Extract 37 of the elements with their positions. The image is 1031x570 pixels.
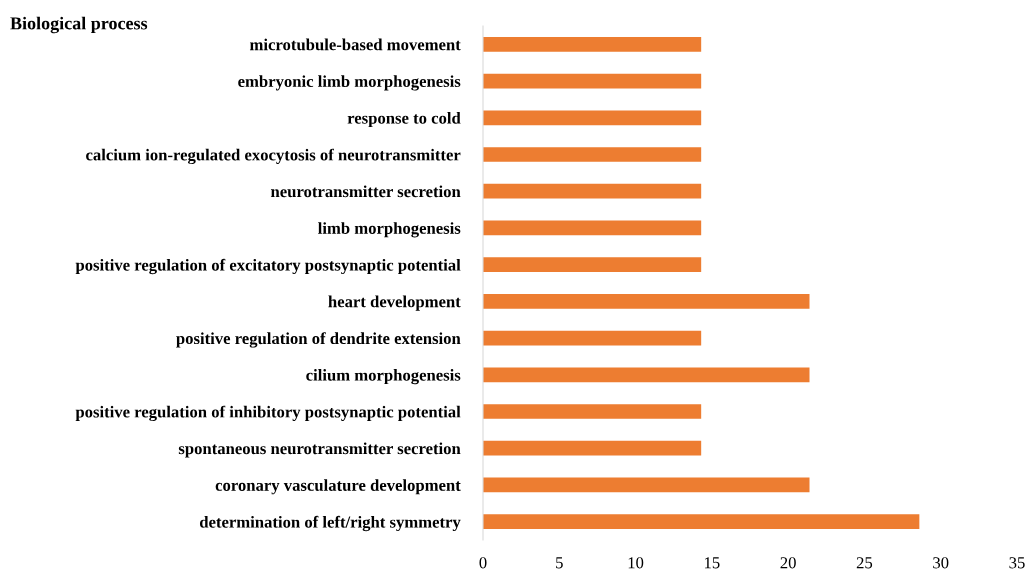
bar	[483, 330, 702, 346]
bar	[483, 514, 920, 529]
y-tick-label: response to cold	[347, 112, 461, 128]
text: Biological process	[10, 16, 148, 34]
y-tick-label: positive regulation of inhibitory postsynaptic potential	[75, 405, 461, 422]
y-tick-label: positive regulation of dendrite extension	[176, 332, 461, 348]
x-tick-label: 5	[556, 557, 563, 569]
bar	[483, 220, 702, 236]
y-tick-label: determination of left/right symmetry	[199, 515, 461, 532]
y-tick-label: microtubule-based movement	[249, 38, 461, 51]
x-tick-label: 15	[704, 557, 720, 569]
y-tick-label: positive regulation of excitatory postsynaptic potential	[75, 258, 461, 275]
y-tick-label: neurotransmitter secretion	[270, 185, 461, 198]
bar	[483, 37, 702, 52]
bar	[483, 73, 702, 89]
y-tick-label: heart development	[328, 295, 461, 311]
y-tick-label: cilium morphogenesis	[306, 369, 461, 385]
bar	[483, 147, 702, 162]
y-tick-label: spontaneous neurotransmitter secretion	[178, 442, 461, 458]
bar	[483, 183, 702, 199]
bar	[483, 367, 810, 383]
x-tick-label: 35	[1009, 557, 1025, 569]
x-tick-label: 25	[856, 557, 873, 569]
bar	[483, 404, 702, 419]
bar	[483, 440, 702, 456]
y-tick-label: embryonic limb morphogenesis	[238, 75, 461, 91]
x-tick-label: 30	[933, 557, 949, 569]
y-tick-label: calcium ion-regulated exocytosis of neurotransmitter	[86, 148, 461, 165]
bar	[483, 477, 810, 493]
y-tick-label: coronary vasculature development	[215, 479, 461, 495]
y-tick-label: limb morphogenesis	[318, 222, 461, 238]
bar	[483, 110, 702, 126]
bar	[483, 257, 702, 272]
x-tick-label: 0	[479, 557, 487, 569]
x-tick-label: 10	[628, 557, 644, 569]
bar	[483, 294, 810, 309]
x-tick-label: 20	[780, 557, 796, 569]
